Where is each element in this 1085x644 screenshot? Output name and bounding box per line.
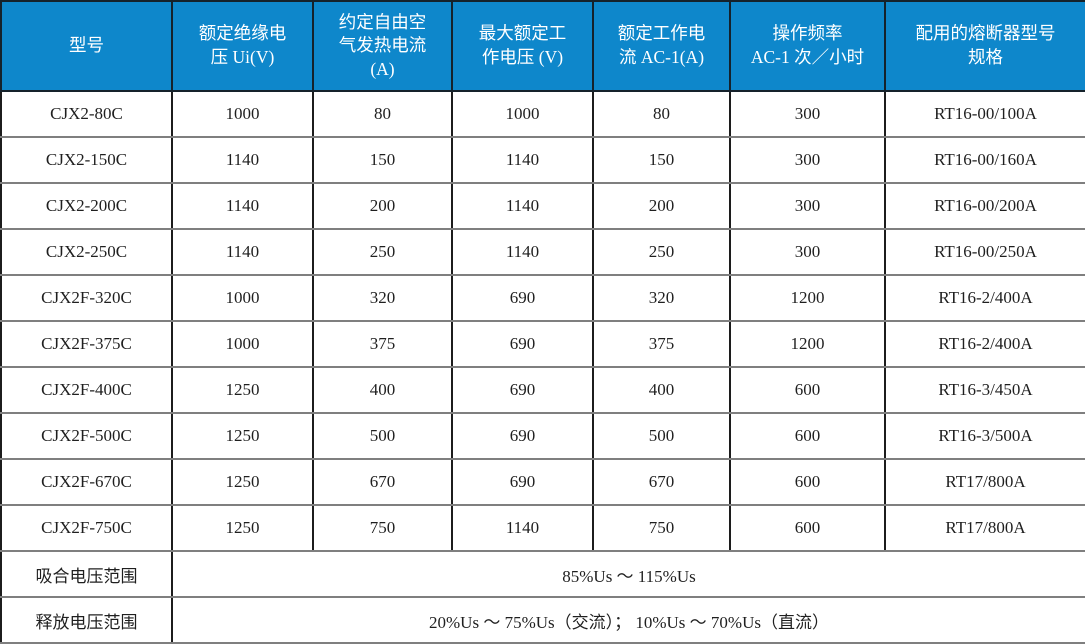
value-cell: 600 [729,412,886,460]
release-voltage-range-label: 释放电压范围 [0,596,173,644]
value-cell: 1250 [171,458,314,506]
value-cell: 1200 [729,320,886,368]
value-cell: 200 [312,182,453,230]
value-cell: RT16-3/500A [884,412,1085,460]
value-cell: 690 [451,458,594,506]
value-cell: 375 [592,320,731,368]
value-cell: 320 [592,274,731,322]
value-cell: 1140 [451,504,594,552]
col-header-operation-frequency: 操作频率 AC-1 次／小时 [729,0,886,92]
table-row: CJX2-200C 1140 200 1140 200 300 RT16-00/200A [0,182,1085,230]
value-cell: 200 [592,182,731,230]
value-cell: 300 [729,90,886,138]
value-cell: 300 [729,182,886,230]
value-cell: 600 [729,366,886,414]
table-row: CJX2F-400C 1250 400 690 400 600 RT16-3/450A [0,366,1085,414]
footer-row-release-voltage: 释放电压范围 20%Us ～ 75%Us（交流）； 10%Us ～ 70%Us（… [0,596,1085,644]
value-cell: 690 [451,320,594,368]
value-cell: 690 [451,274,594,322]
value-cell: RT16-00/100A [884,90,1085,138]
value-cell: RT16-00/250A [884,228,1085,276]
value-cell: 1140 [171,182,314,230]
model-cell: CJX2F-500C [0,412,173,460]
value-cell: 1250 [171,412,314,460]
model-cell: CJX2F-750C [0,504,173,552]
table-row: CJX2-250C 1140 250 1140 250 300 RT16-00/250A [0,228,1085,276]
value-cell: 500 [592,412,731,460]
model-cell: CJX2-80C [0,90,173,138]
value-cell: RT16-3/450A [884,366,1085,414]
value-cell: 400 [592,366,731,414]
value-cell: 670 [312,458,453,506]
value-cell: 150 [592,136,731,184]
value-cell: 1000 [171,274,314,322]
pickup-voltage-range-label: 吸合电压范围 [0,550,173,598]
value-cell: 670 [592,458,731,506]
header-row: 型号 额定绝缘电 压 Ui(V) 约定自由空 气发热电流 (A) 最大额定工 作… [0,0,1085,92]
col-header-fuse-spec: 配用的熔断器型号 规格 [884,0,1085,92]
value-cell: RT16-00/160A [884,136,1085,184]
table-row: CJX2F-750C 1250 750 1140 750 600 RT17/800A [0,504,1085,552]
table-body: CJX2-80C 1000 80 1000 80 300 RT16-00/100A CJX2-… [0,90,1085,552]
value-cell: 1250 [171,504,314,552]
col-header-rated-insulation-voltage: 额定绝缘电 压 Ui(V) [171,0,314,92]
table-row: CJX2F-320C 1000 320 690 320 1200 RT16-2/400A [0,274,1085,322]
value-cell: 600 [729,458,886,506]
footer-row-pickup-voltage: 吸合电压范围 85%Us ～ 115%Us [0,550,1085,598]
release-voltage-range-value: 20%Us ～ 75%Us（交流）； 10%Us ～ 70%Us（直流） [171,596,1085,644]
value-cell: 1200 [729,274,886,322]
value-cell: RT17/800A [884,458,1085,506]
value-cell: 690 [451,412,594,460]
table-row: CJX2F-500C 1250 500 690 500 600 RT16-3/500A [0,412,1085,460]
value-cell: 375 [312,320,453,368]
value-cell: 1250 [171,366,314,414]
value-cell: 750 [592,504,731,552]
table-footer: 吸合电压范围 85%Us ～ 115%Us 释放电压范围 20%Us ～ 75%… [0,550,1085,644]
pickup-voltage-range-value: 85%Us ～ 115%Us [171,550,1085,598]
value-cell: RT17/800A [884,504,1085,552]
model-cell: CJX2-250C [0,228,173,276]
value-cell: 400 [312,366,453,414]
value-cell: 1140 [451,228,594,276]
value-cell: 1000 [451,90,594,138]
value-cell: RT16-2/400A [884,320,1085,368]
col-header-conventional-thermal-current: 约定自由空 气发热电流 (A) [312,0,453,92]
value-cell: 300 [729,228,886,276]
col-header-model: 型号 [0,0,173,92]
model-cell: CJX2-200C [0,182,173,230]
value-cell: 300 [729,136,886,184]
value-cell: 250 [312,228,453,276]
value-cell: 500 [312,412,453,460]
value-cell: 750 [312,504,453,552]
table-header: 型号 额定绝缘电 压 Ui(V) 约定自由空 气发热电流 (A) 最大额定工 作… [0,0,1085,92]
model-cell: CJX2F-375C [0,320,173,368]
value-cell: RT16-00/200A [884,182,1085,230]
col-header-rated-working-current: 额定工作电 流 AC-1(A) [592,0,731,92]
value-cell: 80 [592,90,731,138]
value-cell: 150 [312,136,453,184]
table-row: CJX2-80C 1000 80 1000 80 300 RT16-00/100A [0,90,1085,138]
value-cell: 250 [592,228,731,276]
table-row: CJX2F-670C 1250 670 690 670 600 RT17/800A [0,458,1085,506]
table-row: CJX2F-375C 1000 375 690 375 1200 RT16-2/400A [0,320,1085,368]
value-cell: 1140 [451,182,594,230]
model-cell: CJX2-150C [0,136,173,184]
value-cell: 1140 [171,136,314,184]
value-cell: 690 [451,366,594,414]
model-cell: CJX2F-670C [0,458,173,506]
value-cell: 1140 [451,136,594,184]
value-cell: 1000 [171,90,314,138]
value-cell: 1140 [171,228,314,276]
value-cell: RT16-2/400A [884,274,1085,322]
value-cell: 80 [312,90,453,138]
value-cell: 600 [729,504,886,552]
table-row: CJX2-150C 1140 150 1140 150 300 RT16-00/160A [0,136,1085,184]
value-cell: 320 [312,274,453,322]
model-cell: CJX2F-320C [0,274,173,322]
value-cell: 1000 [171,320,314,368]
col-header-max-working-voltage: 最大额定工 作电压 (V) [451,0,594,92]
model-cell: CJX2F-400C [0,366,173,414]
